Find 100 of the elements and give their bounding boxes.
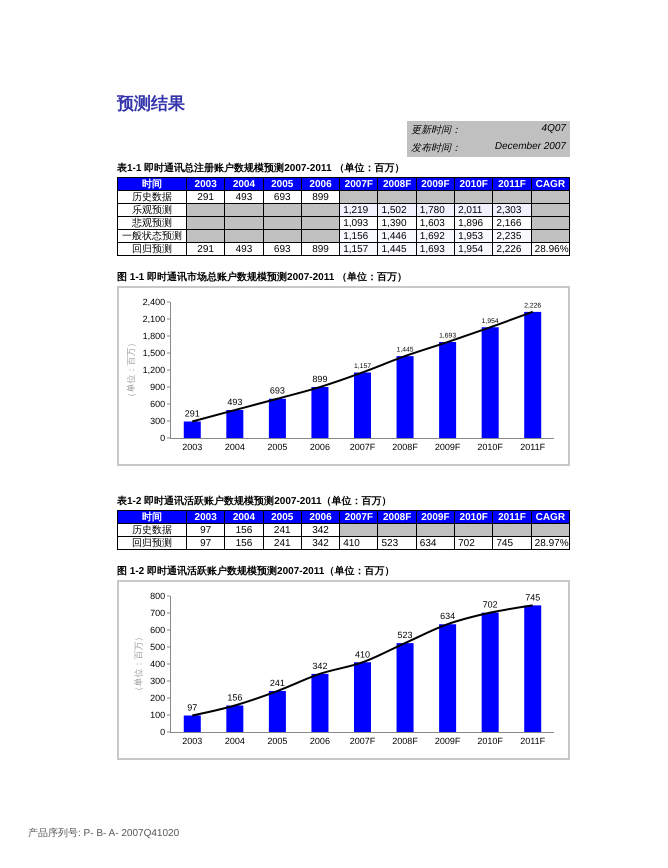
y-tick-label: 600 <box>150 625 166 636</box>
y-tick-label: 回归预测 <box>118 536 186 550</box>
data-label: 241 <box>270 678 285 688</box>
data-label: 410 <box>340 536 378 550</box>
data-label: 2,166 <box>492 216 532 230</box>
y-tick-label: 历史数据 <box>118 524 186 536</box>
bar <box>184 716 201 732</box>
data-label: 634 <box>416 536 455 550</box>
bar <box>439 342 456 438</box>
y-tick-label: 1,800 <box>142 331 166 342</box>
text: 产品序列号: P- B- A- 2007Q41020 <box>28 826 180 840</box>
data-label: 1,093 <box>340 216 378 230</box>
data-label: 899 <box>312 374 328 384</box>
data-label: 493 <box>224 190 264 204</box>
chart-title: 图 1-2 即时通讯活跃账户数规模预测2007-2011（单位：百万） <box>117 564 396 578</box>
y-tick-label: 500 <box>150 642 166 652</box>
x-tick-label: 2007F <box>340 510 378 524</box>
bar <box>226 410 244 438</box>
bar <box>482 612 499 732</box>
data-label: 156 <box>227 692 242 702</box>
bar <box>439 624 456 732</box>
data-label: 693 <box>263 242 302 256</box>
x-tick-label: 2009F <box>416 178 455 190</box>
x-tick-label: 2004 <box>224 510 264 524</box>
x-tick-label: 2008F <box>378 510 416 524</box>
data-label: 28.96% <box>531 242 570 256</box>
y-tick-label: 历史数据 <box>118 190 186 204</box>
x-tick-label: 2006 <box>310 442 330 452</box>
data-label: 745 <box>492 536 532 550</box>
y-tick-label: 回归预测 <box>118 242 186 256</box>
bar <box>524 312 542 438</box>
y-tick-label: 300 <box>150 416 166 426</box>
data-label: 156 <box>224 524 264 536</box>
x-tick-label: 2011F <box>492 178 532 190</box>
data-label: 745 <box>525 592 540 602</box>
y-tick-label: 400 <box>150 659 166 670</box>
bar <box>268 398 286 438</box>
x-tick-label: 2004 <box>224 178 264 190</box>
data-label: 1,692 <box>416 230 455 242</box>
y-tick-label: 300 <box>150 676 166 686</box>
data-label: 1,896 <box>454 216 493 230</box>
x-tick-label: 2005 <box>267 736 288 746</box>
x-tick-label: CAGR <box>531 178 570 190</box>
data-label: 493 <box>224 242 264 256</box>
x-axis-title: 时间 <box>118 178 186 190</box>
x-tick-label: 2009F <box>434 736 461 746</box>
x-tick-label: 2007F <box>340 178 378 190</box>
bar <box>354 372 372 438</box>
x-tick-label: 2010F <box>454 510 493 524</box>
chart-title: 图 1-1 即时通讯市场总账户数规模预测2007-2011 （单位：百万） <box>117 270 408 284</box>
y-axis-title: （单位：百万） <box>126 338 136 402</box>
data-label: 291 <box>184 408 200 419</box>
x-tick-label: 2003 <box>182 442 202 452</box>
y-tick-label: 一般状态预测 <box>118 230 186 242</box>
y-tick-label: 1,500 <box>142 348 166 358</box>
bar <box>354 662 372 732</box>
data-label: 2,235 <box>492 230 532 242</box>
data-label: 899 <box>301 242 340 256</box>
y-tick-label: 乐观预测 <box>118 204 186 216</box>
data-label: 28.97% <box>531 536 570 550</box>
x-tick-label: 2007F <box>350 736 376 746</box>
data-label: 241 <box>263 536 302 550</box>
data-label: 156 <box>224 536 264 550</box>
bar <box>268 691 286 732</box>
data-label: 1,446 <box>378 230 416 242</box>
data-label: 1,502 <box>378 204 416 216</box>
y-tick-label: 700 <box>150 608 166 618</box>
y-tick-label: 0 <box>160 433 166 444</box>
x-tick-label: 2011F <box>520 442 546 452</box>
data-label: 1,954 <box>454 242 493 256</box>
y-axis-title: （单位：百万） <box>134 632 144 696</box>
data-label: 1,219 <box>340 204 378 216</box>
y-tick-label: 600 <box>150 399 166 410</box>
x-tick-label: 2006 <box>301 510 340 524</box>
x-tick-label: 2005 <box>263 510 302 524</box>
data-label: 241 <box>263 524 302 536</box>
bar <box>396 643 414 732</box>
y-tick-label: 900 <box>150 382 166 392</box>
y-tick-label: 1,200 <box>142 365 166 376</box>
data-label: 1,156 <box>340 230 378 242</box>
data-label: 1,953 <box>454 230 493 242</box>
x-tick-label: 2009F <box>434 442 461 452</box>
x-tick-label: 2011F <box>520 736 546 746</box>
data-label: 291 <box>186 242 225 256</box>
x-tick-label: 2007F <box>350 442 376 452</box>
data-label: 342 <box>312 660 328 671</box>
data-label: 1,603 <box>416 216 455 230</box>
x-tick-label: CAGR <box>531 510 570 524</box>
y-tick-label: 0 <box>160 727 166 738</box>
data-label: 693 <box>263 190 302 204</box>
x-tick-label: 2011F <box>492 510 532 524</box>
y-tick-label: 2,400 <box>142 297 166 308</box>
data-label: 1,445 <box>378 242 416 256</box>
x-axis-title: 时间 <box>118 510 186 524</box>
data-label: 523 <box>398 630 413 640</box>
x-tick-label: 2003 <box>186 510 225 524</box>
data-label: 1,157 <box>340 242 378 256</box>
chart-title: 预测结果 <box>117 93 186 115</box>
data-label: 899 <box>301 190 340 204</box>
bar <box>184 422 201 438</box>
